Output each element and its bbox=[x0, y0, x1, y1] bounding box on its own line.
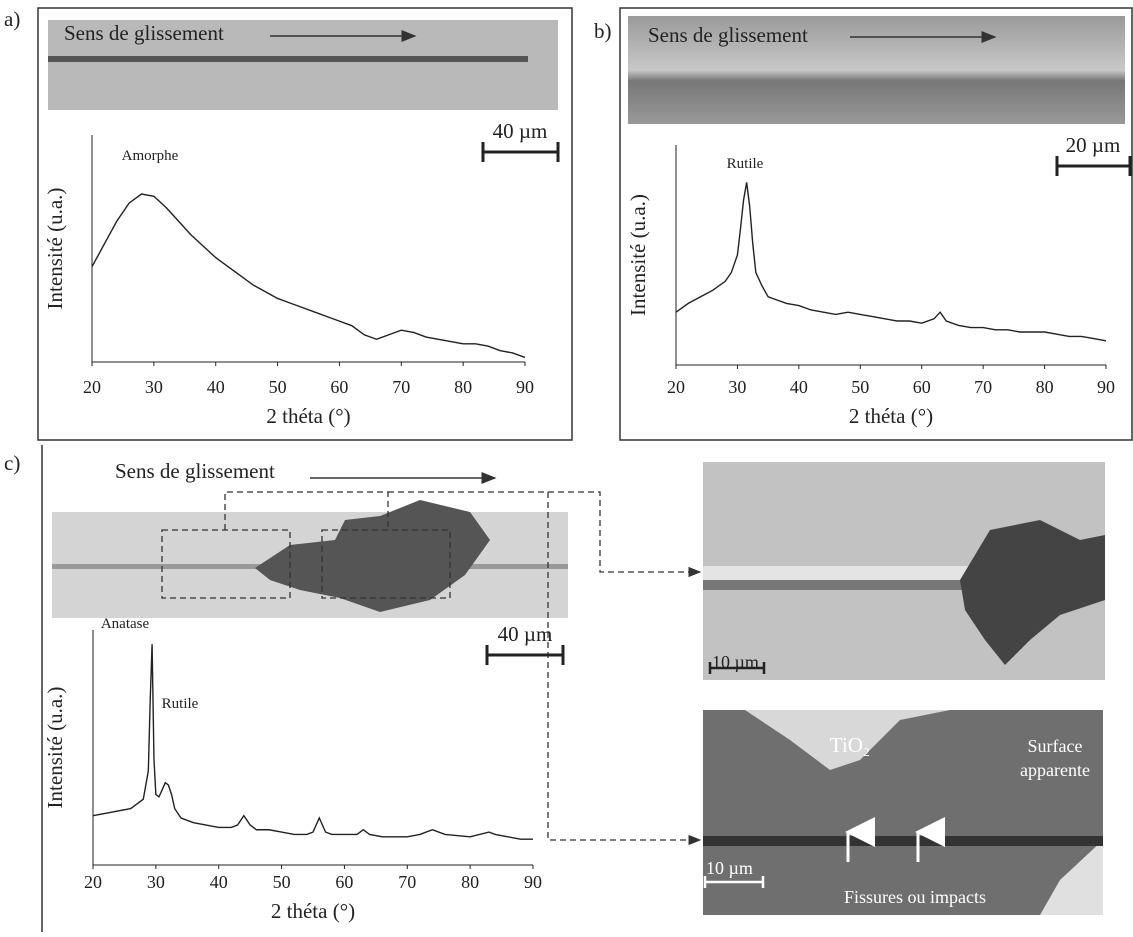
oxide-label: TiO₂ bbox=[830, 733, 870, 757]
y-axis-label: Intensité (u.a.) bbox=[43, 188, 67, 310]
peak-label: Amorphe bbox=[122, 148, 179, 164]
x-axis-label: 2 théta (°) bbox=[849, 404, 933, 428]
scale-bar bbox=[485, 645, 565, 665]
caption: Sens de glissement bbox=[648, 23, 808, 47]
x-tick-label: 20 bbox=[84, 872, 102, 892]
wear-track bbox=[48, 56, 528, 62]
data-line bbox=[92, 644, 533, 840]
scale-bar bbox=[703, 876, 765, 888]
x-tick-label: 70 bbox=[398, 872, 416, 892]
micrograph bbox=[703, 710, 1103, 915]
caption: Sens de glissement bbox=[115, 459, 275, 483]
x-tick-label: 30 bbox=[145, 377, 163, 397]
x-tick-label: 40 bbox=[790, 377, 808, 397]
x-tick-label: 40 bbox=[210, 872, 228, 892]
connectors bbox=[161, 491, 702, 846]
wear-track bbox=[703, 580, 1003, 590]
peak-label: Anatase bbox=[101, 616, 150, 632]
frames bbox=[37, 7, 1133, 932]
x-tick-label: 50 bbox=[851, 377, 869, 397]
x-tick-label: 30 bbox=[147, 872, 165, 892]
cracks-label: Fissures ou impacts bbox=[844, 887, 986, 907]
surface-label: apparente bbox=[1020, 760, 1090, 780]
x-axis-label: 2 théta (°) bbox=[266, 404, 350, 428]
surface-label: Surface bbox=[1028, 736, 1083, 756]
x-tick-label: 60 bbox=[330, 377, 348, 397]
x-tick-label: 40 bbox=[207, 377, 225, 397]
x-tick-label: 70 bbox=[974, 377, 992, 397]
panel-label: c) bbox=[4, 451, 20, 475]
x-tick-label: 90 bbox=[516, 377, 534, 397]
wear-track bbox=[703, 566, 1003, 580]
x-tick-label: 60 bbox=[913, 377, 931, 397]
bare-region bbox=[1040, 840, 1103, 915]
x-tick-label: 50 bbox=[273, 872, 291, 892]
micrograph bbox=[48, 20, 558, 110]
x-tick-label: 20 bbox=[667, 377, 685, 397]
peak-label: Rutile bbox=[727, 156, 764, 172]
x-tick-label: 70 bbox=[392, 377, 410, 397]
x-tick-label: 90 bbox=[1097, 377, 1115, 397]
x-tick-label: 90 bbox=[524, 872, 542, 892]
caption: Sens de glissement bbox=[64, 21, 224, 45]
data-line bbox=[91, 193, 526, 359]
data-line bbox=[675, 182, 1107, 342]
scale-bar bbox=[481, 142, 560, 162]
x-tick-label: 80 bbox=[461, 872, 479, 892]
x-tick-label: 20 bbox=[83, 377, 101, 397]
wear-track bbox=[703, 836, 1103, 846]
y-axis-label: Intensité (u.a.) bbox=[626, 194, 650, 316]
scale-label: 40 µm bbox=[498, 622, 553, 646]
x-axis-label: 2 théta (°) bbox=[271, 899, 355, 923]
oxide-patch bbox=[255, 500, 490, 612]
scale-label: 40 µm bbox=[493, 119, 548, 143]
x-tick-label: 80 bbox=[1036, 377, 1054, 397]
scale-bar bbox=[1055, 156, 1132, 176]
scale-label: 10 µm bbox=[706, 858, 753, 878]
panel-label: b) bbox=[594, 19, 612, 43]
x-tick-label: 30 bbox=[728, 377, 746, 397]
scale-bar bbox=[708, 662, 766, 674]
x-tick-label: 50 bbox=[269, 377, 287, 397]
panel-label: a) bbox=[4, 7, 20, 31]
peak-label: Rutile bbox=[162, 696, 199, 712]
y-axis-label: Intensité (u.a.) bbox=[43, 687, 67, 809]
oxide-region bbox=[745, 710, 950, 770]
x-tick-label: 80 bbox=[454, 377, 472, 397]
scale-label: 20 µm bbox=[1066, 133, 1121, 157]
x-tick-label: 60 bbox=[335, 872, 353, 892]
micrograph bbox=[628, 16, 1125, 124]
oxide-patch bbox=[960, 520, 1105, 665]
